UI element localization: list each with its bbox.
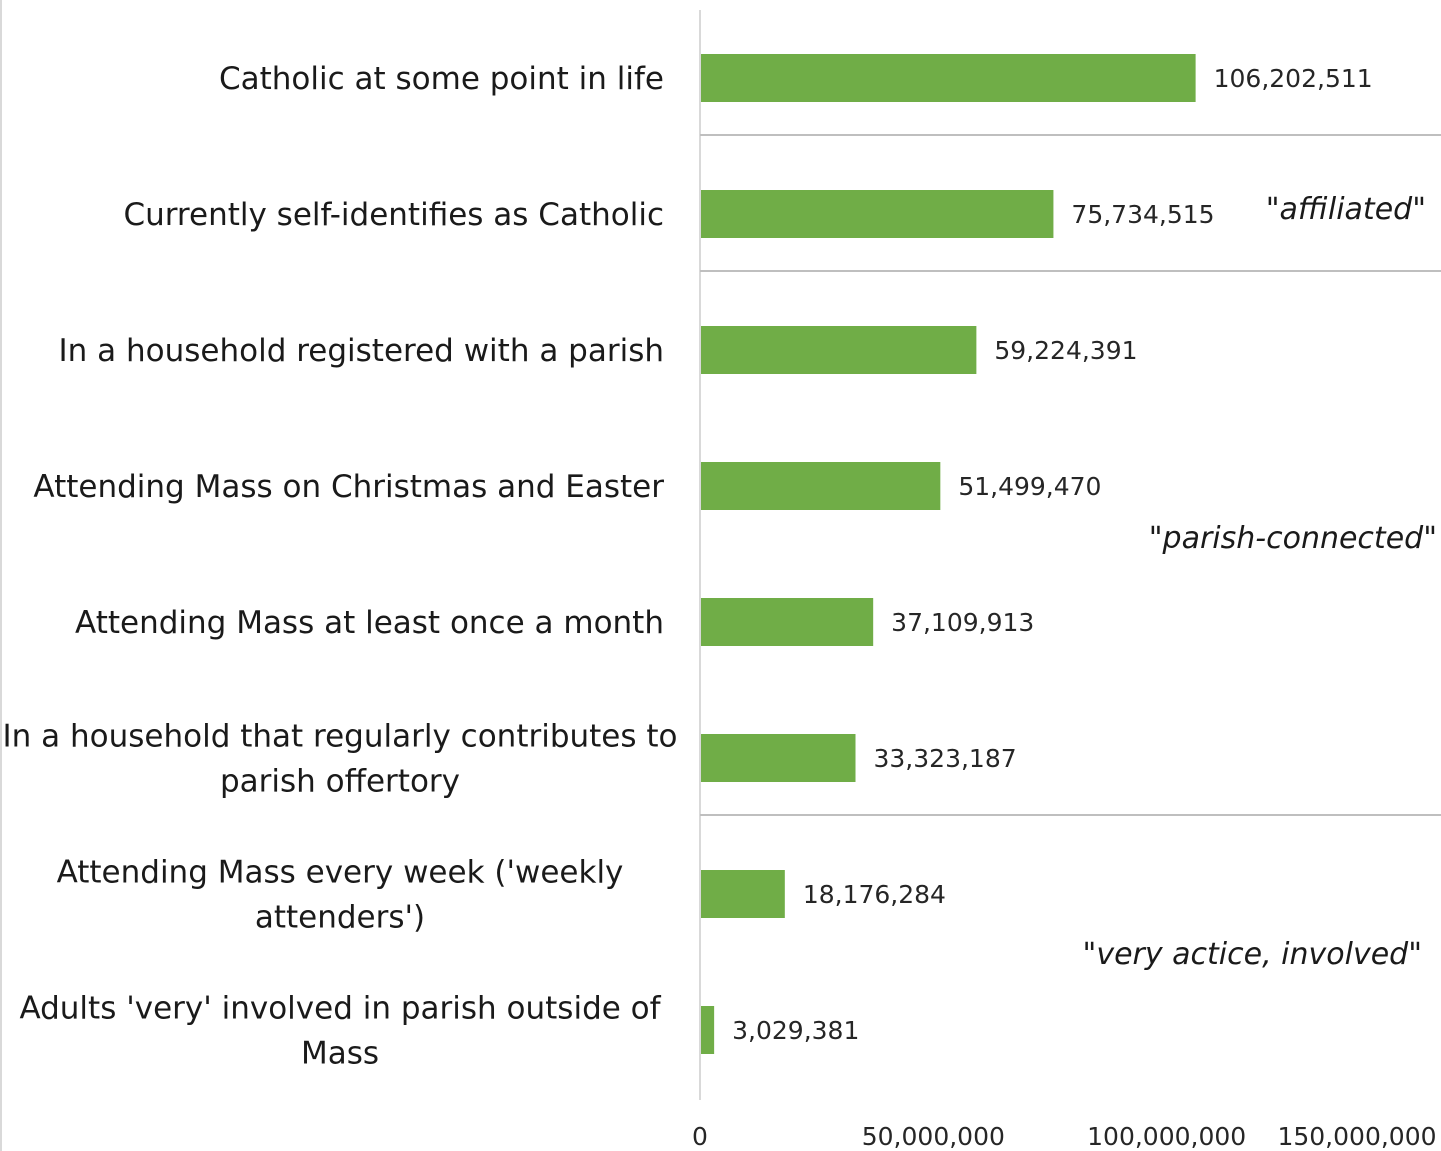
category-label-4-line-0: Attending Mass at least once a month (75, 605, 664, 641)
value-label-6: 18,176,284 (803, 880, 946, 909)
category-label-2-line-0: In a household registered with a parish (58, 333, 664, 369)
category-label-1: Currently self-identifies as Catholic (123, 197, 664, 233)
category-label-6-line-0: Attending Mass every week ('weekly (57, 855, 624, 891)
x-tick-label-2: 100,000,000 (1087, 1122, 1246, 1151)
category-labels: Catholic at some point in life Currently … (2, 61, 677, 1072)
x-tick-label-0: 0 (692, 1122, 708, 1151)
group-label-parish-connected: "parish-connected" (1149, 521, 1437, 556)
category-label-7-line-0: Adults 'very' involved in parish outside… (19, 991, 661, 1027)
category-label-6: Attending Mass every week ('weekly attend… (57, 855, 624, 936)
category-label-2: In a household registered with a parish (58, 333, 664, 369)
category-label-1-line-0: Currently self-identifies as Catholic (123, 197, 664, 233)
bars (701, 54, 1196, 1054)
category-label-6-line-1: attenders') (255, 900, 425, 936)
category-label-4: Attending Mass at least once a month (75, 605, 664, 641)
category-label-0-line-0: Catholic at some point in life (219, 61, 664, 97)
bar-6 (701, 870, 785, 918)
category-label-5: In a household that regularly contribute… (2, 719, 677, 800)
bar-0 (701, 54, 1196, 102)
category-label-7: Adults 'very' involved in parish outside… (19, 991, 661, 1072)
x-tick-label-1: 50,000,000 (862, 1122, 1005, 1151)
x-tick-label-3: 150,000,000 (1277, 1122, 1436, 1151)
category-label-7-line-1: Mass (301, 1036, 379, 1072)
value-label-0: 106,202,511 (1214, 64, 1373, 93)
category-label-3: Attending Mass on Christmas and Easter (33, 469, 664, 505)
value-label-5: 33,323,187 (874, 744, 1017, 773)
category-label-5-line-1: parish offertory (220, 764, 460, 800)
value-label-1: 75,734,515 (1071, 200, 1214, 229)
category-label-0: Catholic at some point in life (219, 61, 664, 97)
bar-2 (701, 326, 977, 374)
category-label-3-line-0: Attending Mass on Christmas and Easter (33, 469, 664, 505)
bar-4 (701, 598, 874, 646)
value-label-3: 51,499,470 (958, 472, 1101, 501)
group-label-very-active-involved: "very actice, involved" (1083, 937, 1422, 972)
x-axis-ticks: 0 50,000,000 100,000,000 150,000,000 (692, 1122, 1436, 1151)
value-labels: 106,202,511 75,734,515 59,224,391 51,499,47… (732, 64, 1373, 1045)
bar-1 (701, 190, 1054, 238)
left-border (0, 0, 2, 1151)
bar-3 (701, 462, 941, 510)
group-separators (700, 134, 1441, 816)
value-label-7: 3,029,381 (732, 1016, 859, 1045)
bar-7 (701, 1006, 715, 1054)
bar-5 (701, 734, 856, 782)
group-label-affiliated: "affiliated" (1266, 192, 1426, 227)
value-label-2: 59,224,391 (994, 336, 1137, 365)
group-annotations: "affiliated" "parish-connected" "very ac… (1083, 192, 1437, 972)
category-label-5-line-0: In a household that regularly contribute… (2, 719, 677, 755)
value-label-4: 37,109,913 (891, 608, 1034, 637)
